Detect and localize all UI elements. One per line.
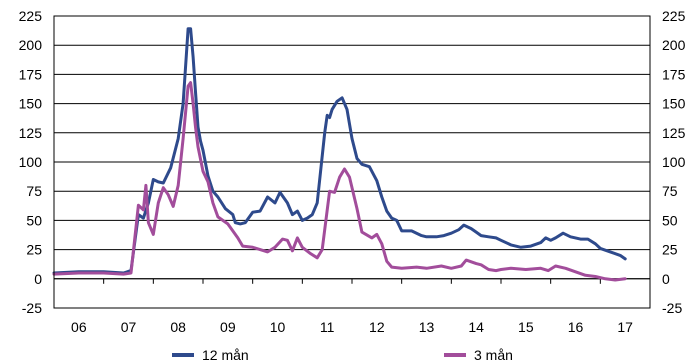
y-axis-right: -25 0 25 50 75 100 125 150 175 200 225: [662, 8, 686, 316]
x-tick-label: 12: [369, 319, 385, 335]
y-tick-label-left: 225: [19, 8, 43, 24]
y-tick-label-right: 150: [662, 96, 686, 112]
x-tick-label: 16: [568, 319, 584, 335]
x-tick-label: 17: [617, 319, 633, 335]
y-tick-label-right: 175: [662, 66, 686, 82]
plot-frame: [53, 15, 651, 309]
y-tick-label-right: -25: [662, 300, 682, 316]
y-tick-label-left: -25: [22, 300, 42, 316]
x-tick-label: 09: [220, 319, 236, 335]
x-tick-label: 15: [518, 319, 534, 335]
y-tick-label-left: 75: [26, 183, 42, 199]
x-tick-label: 13: [419, 319, 435, 335]
y-tick-label-right: 100: [662, 154, 686, 170]
y-tick-label-right: 75: [662, 183, 678, 199]
series-line-2: [52, 81, 627, 282]
series-lines: [52, 27, 627, 282]
legend-label-1: 12 mån: [202, 347, 249, 363]
y-tick-label-right: 25: [662, 242, 678, 258]
legend: 12 mån 3 mån: [172, 347, 513, 363]
x-tick-label: 08: [170, 319, 186, 335]
y-tick-label-right: 0: [662, 271, 670, 287]
x-tick-label: 14: [468, 319, 484, 335]
x-tick-label: 06: [71, 319, 87, 335]
y-tick-label-left: 100: [19, 154, 43, 170]
y-axis-left: -25 0 25 50 75 100 125 150 175 200 225: [19, 8, 43, 316]
x-tick-label: 11: [320, 319, 335, 335]
y-tick-label-left: 50: [26, 212, 42, 228]
y-tick-label-left: 175: [19, 66, 43, 82]
y-tick-label-left: 0: [34, 271, 42, 287]
y-tick-label-right: 225: [662, 8, 686, 24]
x-axis: 06 07 08 09 10 11 12 13 14 15 16 17: [53, 278, 651, 335]
y-tick-label-left: 25: [26, 242, 42, 258]
y-tick-label-left: 150: [19, 96, 43, 112]
legend-label-2: 3 mån: [474, 347, 513, 363]
y-tick-label-left: 200: [19, 37, 43, 53]
gridlines: [54, 44, 650, 280]
y-tick-label-left: 125: [19, 125, 43, 141]
x-tick-label: 07: [121, 319, 137, 335]
y-tick-label-right: 200: [662, 37, 686, 53]
plot-border: [53, 15, 651, 309]
y-tick-label-right: 125: [662, 125, 686, 141]
x-tick-label: 10: [270, 319, 286, 335]
series-line-1: [52, 27, 627, 275]
y-tick-label-right: 50: [662, 212, 678, 228]
